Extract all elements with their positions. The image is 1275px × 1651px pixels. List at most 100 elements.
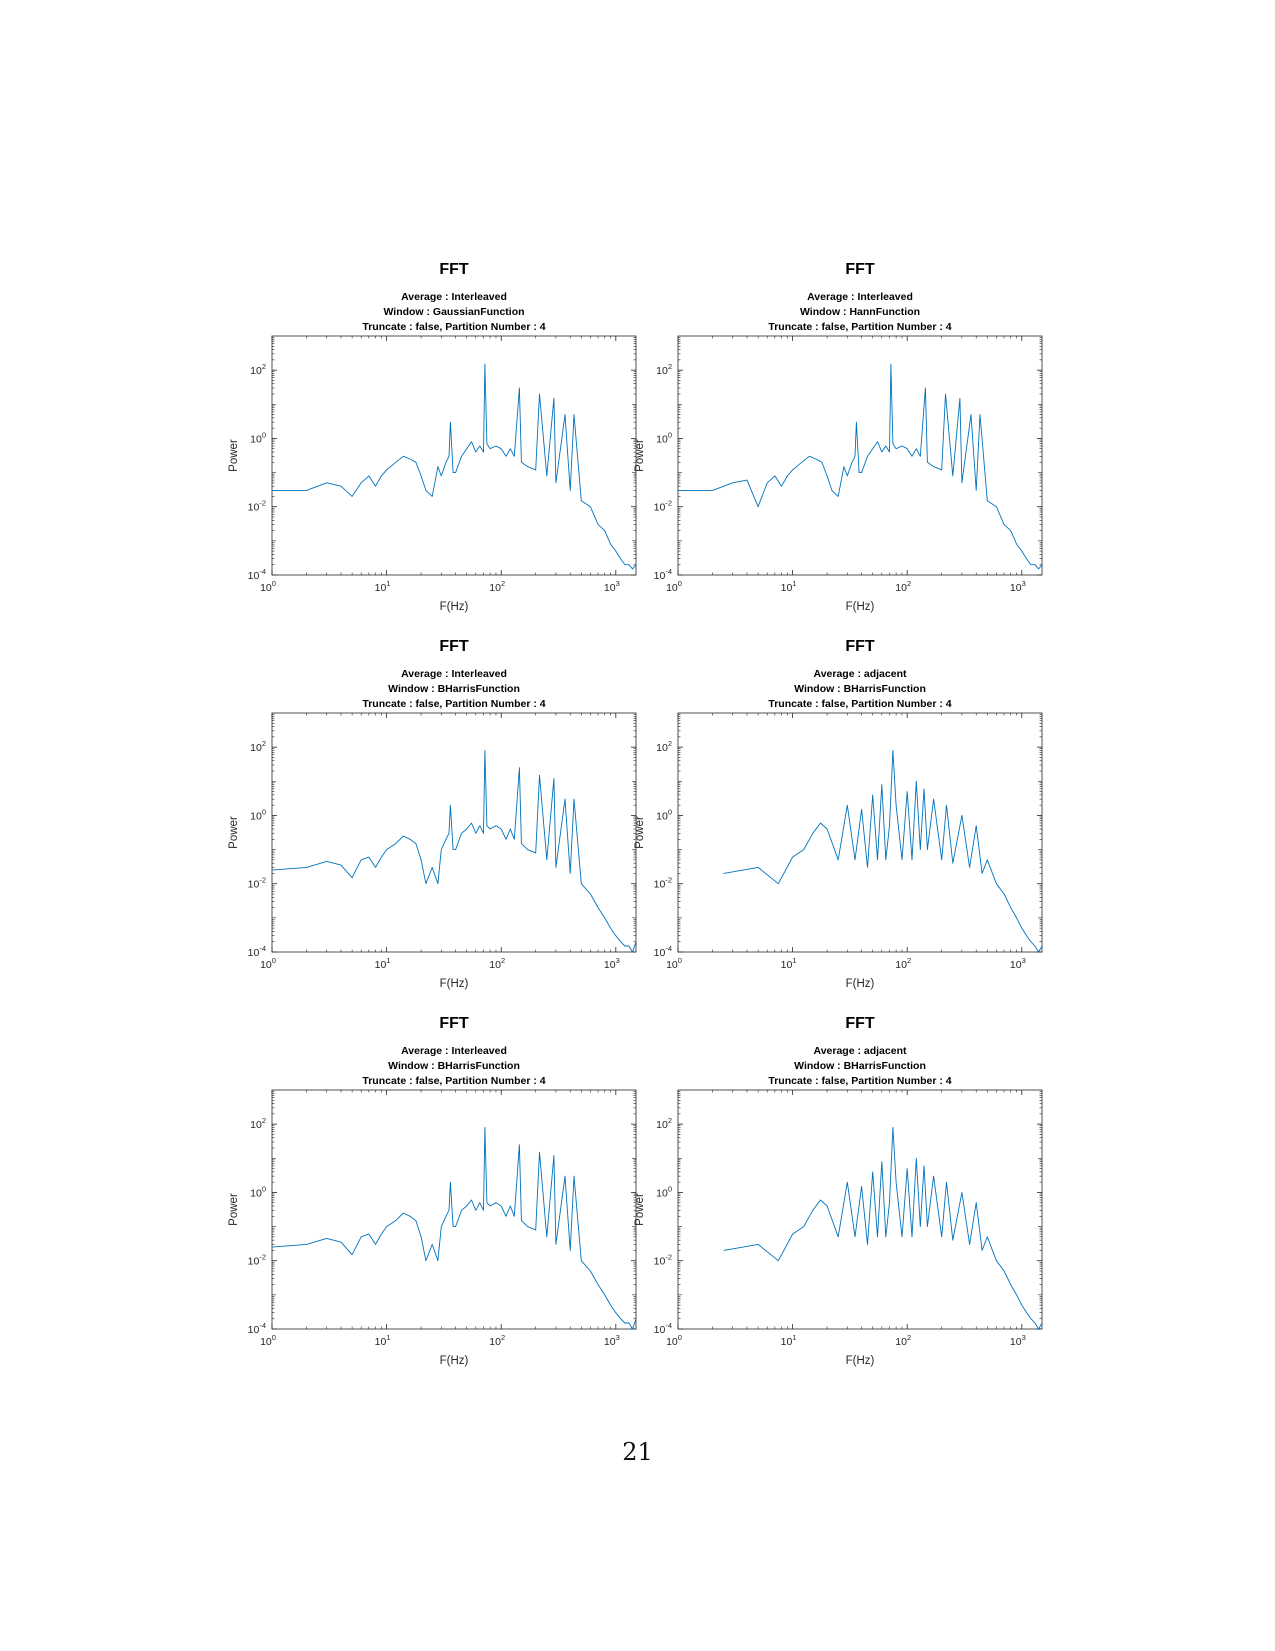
y-tick-label: 10-2 <box>248 876 266 891</box>
series-line-1 <box>723 750 1043 953</box>
series-line-1 <box>723 1127 1043 1330</box>
y-tick-label: 10-4 <box>654 1321 672 1336</box>
x-tick-label: 100 <box>260 956 276 971</box>
y-tick-label: 102 <box>656 1116 672 1131</box>
chart-title: FFT <box>845 1015 875 1032</box>
y-tick-label: 10-4 <box>654 567 672 582</box>
chart-subtitle-line: Average : adjacent <box>814 1045 907 1057</box>
x-tick-label: 103 <box>1010 1333 1026 1348</box>
y-axis-label: Power <box>634 1193 646 1226</box>
chart-panel-2: FFT Average : Interleaved Window : HannFun… <box>634 261 1043 613</box>
chart-panel-4: FFT Average : adjacent Window : BHarrisFun… <box>634 638 1043 990</box>
x-tick-label: 100 <box>666 579 682 594</box>
y-tick-label: 10-2 <box>248 1253 266 1268</box>
x-tick-label: 103 <box>604 579 620 594</box>
y-axis-label: Power <box>634 816 646 849</box>
x-axis-label: F(Hz) <box>440 1355 469 1367</box>
y-axis-label: Power <box>228 816 240 849</box>
chart-subtitle-line: Window : BHarrisFunction <box>794 683 926 695</box>
y-tick-label: 100 <box>250 1184 266 1199</box>
plot-area <box>677 712 1043 953</box>
plot-area <box>677 335 1043 576</box>
plot-area <box>271 335 637 576</box>
x-tick-label: 103 <box>1010 956 1026 971</box>
x-tick-label: 102 <box>489 1333 505 1348</box>
chart-subtitle-line: Truncate : false, Partition Number : 4 <box>768 698 951 710</box>
x-axis-label: F(Hz) <box>846 978 875 990</box>
series-line-1 <box>272 363 637 570</box>
x-tick-label: 103 <box>604 1333 620 1348</box>
y-tick-label: 10-4 <box>248 1321 266 1336</box>
y-tick-label: 100 <box>250 807 266 822</box>
x-axis-label: F(Hz) <box>440 978 469 990</box>
x-tick-label: 101 <box>781 956 797 971</box>
chart-title: FFT <box>845 638 875 655</box>
y-tick-label: 100 <box>656 807 672 822</box>
chart-subtitle-line: Average : Interleaved <box>401 291 507 303</box>
chart-subtitle-line: Window : HannFunction <box>800 306 920 318</box>
x-tick-label: 103 <box>604 956 620 971</box>
y-tick-label: 100 <box>250 430 266 445</box>
x-tick-label: 100 <box>666 1333 682 1348</box>
chart-panel-3: FFT Average : Interleaved Window : BHarris… <box>228 638 637 990</box>
y-tick-label: 102 <box>250 739 266 754</box>
chart-subtitle-line: Window : BHarrisFunction <box>388 683 520 695</box>
x-tick-label: 102 <box>895 579 911 594</box>
x-axis-label: F(Hz) <box>846 601 875 613</box>
y-tick-label: 102 <box>250 1116 266 1131</box>
chart-subtitle-line: Truncate : false, Partition Number : 4 <box>362 1075 545 1087</box>
x-axis-label: F(Hz) <box>846 1355 875 1367</box>
plot-area <box>271 712 637 953</box>
x-tick-label: 102 <box>489 956 505 971</box>
y-tick-label: 10-4 <box>248 567 266 582</box>
plot-area <box>271 1089 637 1330</box>
y-axis-label: Power <box>228 439 240 472</box>
chart-panel-5: FFT Average : Interleaved Window : BHarris… <box>228 1015 637 1367</box>
chart-subtitle-line: Window : BHarrisFunction <box>388 1060 520 1072</box>
x-tick-label: 100 <box>666 956 682 971</box>
x-tick-label: 102 <box>895 956 911 971</box>
y-tick-label: 10-2 <box>654 499 672 514</box>
y-tick-label: 10-2 <box>248 499 266 514</box>
y-tick-label: 10-2 <box>654 1253 672 1268</box>
series-line-1 <box>271 1127 637 1330</box>
y-tick-label: 100 <box>656 430 672 445</box>
x-tick-label: 101 <box>781 579 797 594</box>
chart-title: FFT <box>845 261 875 278</box>
y-tick-label: 10-4 <box>654 944 672 959</box>
x-tick-label: 102 <box>489 579 505 594</box>
y-tick-label: 102 <box>250 362 266 377</box>
y-tick-label: 100 <box>656 1184 672 1199</box>
x-tick-label: 102 <box>895 1333 911 1348</box>
series-line-1 <box>271 750 637 953</box>
page-number: 21 <box>622 1438 653 1466</box>
chart-subtitle-line: Truncate : false, Partition Number : 4 <box>768 1075 951 1087</box>
chart-subtitle-line: Truncate : false, Partition Number : 4 <box>768 321 951 333</box>
y-axis-label: Power <box>228 1193 240 1226</box>
y-tick-label: 102 <box>656 739 672 754</box>
chart-subtitle-line: Truncate : false, Partition Number : 4 <box>362 698 545 710</box>
x-axis-label: F(Hz) <box>440 601 469 613</box>
x-tick-label: 100 <box>260 1333 276 1348</box>
chart-subtitle-line: Average : adjacent <box>814 668 907 680</box>
chart-title: FFT <box>439 261 469 278</box>
x-tick-label: 101 <box>375 956 391 971</box>
chart-subtitle-line: Truncate : false, Partition Number : 4 <box>362 321 545 333</box>
series-line-1 <box>678 363 1043 570</box>
chart-subtitle-line: Average : Interleaved <box>401 1045 507 1057</box>
x-tick-label: 100 <box>260 579 276 594</box>
chart-subtitle-line: Window : BHarrisFunction <box>794 1060 926 1072</box>
chart-title: FFT <box>439 1015 469 1032</box>
y-tick-label: 10-4 <box>248 944 266 959</box>
chart-panel-6: FFT Average : adjacent Window : BHarrisFun… <box>634 1015 1043 1367</box>
y-tick-label: 102 <box>656 362 672 377</box>
y-axis-label: Power <box>634 439 646 472</box>
plot-area <box>677 1089 1043 1330</box>
x-tick-label: 101 <box>375 1333 391 1348</box>
chart-subtitle-line: Average : Interleaved <box>807 291 913 303</box>
chart-subtitle-line: Window : GaussianFunction <box>383 306 524 318</box>
x-tick-label: 103 <box>1010 579 1026 594</box>
chart-subtitle-line: Average : Interleaved <box>401 668 507 680</box>
chart-panel-1: FFT Average : Interleaved Window : Gaussia… <box>228 261 637 613</box>
